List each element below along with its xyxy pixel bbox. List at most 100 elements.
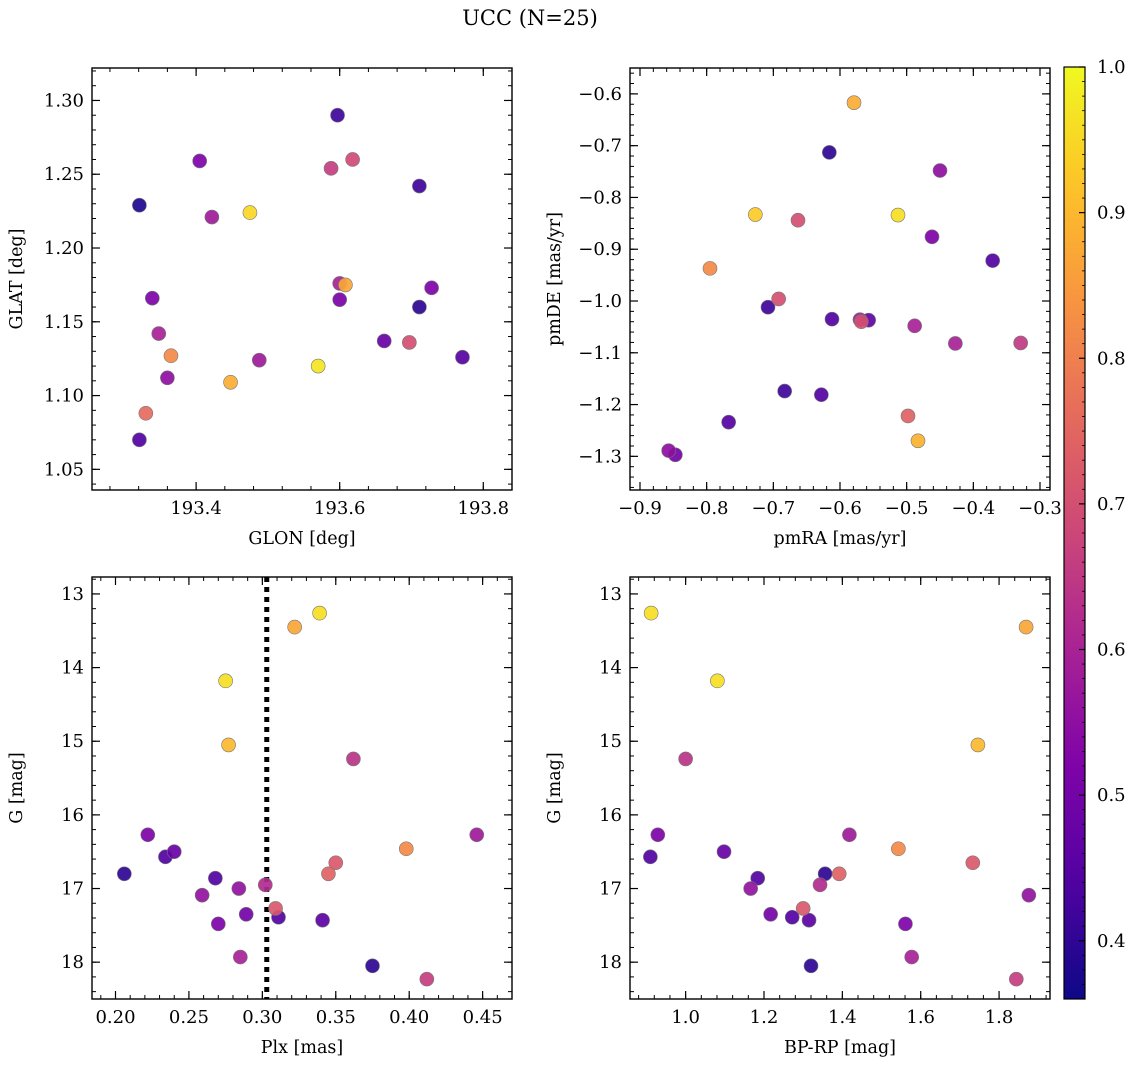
data-point <box>846 95 862 110</box>
data-point <box>924 229 940 245</box>
data-point <box>346 751 361 767</box>
data-point <box>891 841 906 857</box>
x-tick-label: −0.4 <box>951 498 995 519</box>
plot-frame <box>629 67 1051 491</box>
x-tick-label: 0.40 <box>389 1007 429 1028</box>
data-point <box>140 827 156 843</box>
colorbar-tick-label: 1.0 <box>1097 57 1126 78</box>
data-point <box>218 673 233 689</box>
data-point <box>932 163 948 178</box>
y-tick-label: 15 <box>61 731 84 752</box>
data-point <box>803 958 819 974</box>
data-point <box>831 866 847 882</box>
data-point <box>824 311 840 327</box>
plot-frame <box>91 67 513 491</box>
y-tick-label: −0.7 <box>578 136 622 157</box>
x-tick-label: 193.6 <box>314 498 366 519</box>
data-point <box>412 178 427 194</box>
y-tick-label: 1.20 <box>44 238 84 259</box>
data-point <box>231 881 247 896</box>
colorbar-tick-label: 0.5 <box>1097 785 1126 806</box>
data-point <box>424 280 439 296</box>
data-point <box>812 877 828 893</box>
data-point <box>710 673 725 689</box>
y-tick-label: 1.10 <box>44 386 84 407</box>
x-tick-label: −0.3 <box>1018 498 1062 519</box>
y-tick-label: 16 <box>61 805 84 826</box>
data-point <box>287 619 302 635</box>
y-tick-label: −0.9 <box>578 239 622 260</box>
data-point <box>650 827 666 843</box>
x-tick-label: 0.25 <box>169 1007 209 1028</box>
data-point <box>777 383 792 399</box>
y-axis-label: G [mag] <box>545 752 565 823</box>
x-tick-label: −0.6 <box>818 498 862 519</box>
y-tick-label: −0.8 <box>578 187 622 208</box>
x-axis-label: pmRA [mas/yr] <box>774 529 907 549</box>
y-tick-label: −1.1 <box>578 343 622 364</box>
x-tick-label: 1.8 <box>985 1007 1014 1028</box>
plot-frame <box>91 576 513 1000</box>
data-point <box>338 277 353 293</box>
x-tick-label: 193.4 <box>170 498 222 519</box>
data-point <box>310 358 326 374</box>
data-point <box>904 949 919 965</box>
data-point <box>469 827 485 843</box>
x-tick-label: 0.30 <box>242 1007 282 1028</box>
y-tick-label: 13 <box>599 584 622 605</box>
data-point <box>204 209 220 225</box>
figure-title: UCC (N=25) <box>462 6 598 30</box>
data-point <box>801 912 817 928</box>
colorbar-tick-label: 0.4 <box>1097 931 1126 952</box>
data-point <box>419 971 435 987</box>
data-point <box>985 253 1000 268</box>
data-point <box>412 299 427 315</box>
panel-bottom-left: 0.20 0.25 0.30 0.35 0.40 0.45 13 14 15 16 17 18 Plx … <box>7 576 513 1058</box>
data-point <box>208 870 223 886</box>
colorbar-tick-label: 0.7 <box>1097 494 1126 515</box>
data-point <box>166 844 182 860</box>
data-point <box>151 326 167 341</box>
data-point <box>194 887 210 903</box>
y-tick-label: 13 <box>61 584 84 605</box>
data-point <box>790 212 806 228</box>
data-point <box>223 374 238 390</box>
data-point <box>345 152 360 167</box>
x-tick-label: 1.2 <box>750 1007 779 1028</box>
y-tick-label: 1.05 <box>44 459 84 480</box>
data-point <box>890 207 906 223</box>
data-point <box>328 855 344 871</box>
y-axis-label: GLAT [deg] <box>7 229 27 330</box>
x-tick-label: −0.5 <box>885 498 929 519</box>
y-tick-label: 16 <box>599 805 622 826</box>
y-tick-label: 17 <box>61 879 84 900</box>
data-point <box>210 916 226 932</box>
data-point <box>970 737 986 753</box>
x-tick-label: −0.8 <box>685 498 729 519</box>
data-point <box>238 907 254 922</box>
data-point <box>332 292 347 307</box>
data-point <box>376 333 392 349</box>
y-tick-label: 1.25 <box>44 164 84 185</box>
y-tick-label: 14 <box>61 658 84 679</box>
data-point <box>312 605 327 621</box>
data-point <box>854 314 869 330</box>
colorbar-gradient <box>1063 66 1086 1000</box>
data-point <box>750 870 766 886</box>
x-axis-label: BP-RP [mag] <box>784 1038 896 1058</box>
data-point <box>795 901 811 916</box>
y-tick-label: −1.2 <box>578 395 622 416</box>
data-point <box>242 205 258 220</box>
data-point <box>268 901 283 916</box>
y-tick-label: −1.0 <box>578 291 622 312</box>
data-point <box>330 107 345 123</box>
y-tick-label: 15 <box>599 731 622 752</box>
data-point <box>907 318 922 334</box>
data-point <box>163 348 179 364</box>
y-tick-label: 17 <box>599 879 622 900</box>
colorbar-tick-label: 0.9 <box>1097 203 1126 224</box>
data-point <box>321 866 336 882</box>
x-tick-label: −0.9 <box>618 498 662 519</box>
x-axis-label: GLON [deg] <box>248 529 355 549</box>
